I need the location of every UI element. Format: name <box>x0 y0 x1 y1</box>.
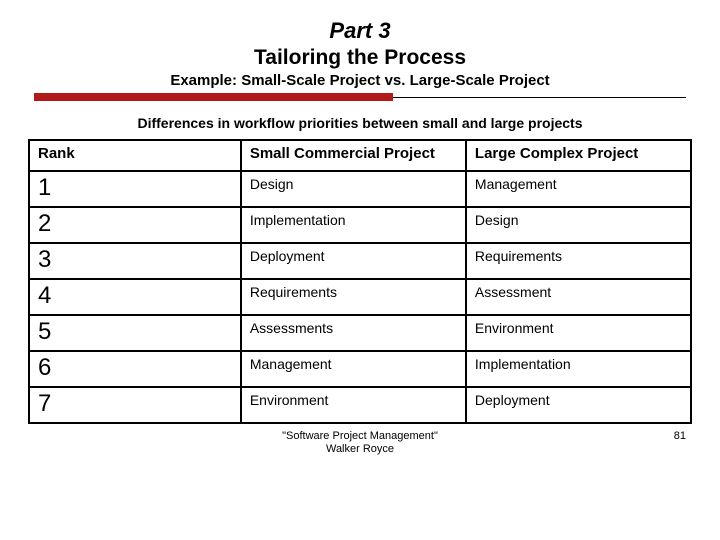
large-project-cell: Implementation <box>466 351 691 387</box>
divider-rule <box>34 93 686 103</box>
rank-cell: 1 <box>29 171 241 207</box>
large-project-cell: Management <box>466 171 691 207</box>
large-project-cell: Design <box>466 207 691 243</box>
small-project-cell: Environment <box>241 387 466 423</box>
small-project-cell: Requirements <box>241 279 466 315</box>
table-row: 6ManagementImplementation <box>29 351 691 387</box>
large-project-cell: Assessment <box>466 279 691 315</box>
table-body: 1DesignManagement2ImplementationDesign3D… <box>29 171 691 423</box>
footer: "Software Project Management" Walker Roy… <box>28 430 692 456</box>
col-header-rank: Rank <box>29 140 241 171</box>
small-project-cell: Implementation <box>241 207 466 243</box>
small-project-cell: Design <box>241 171 466 207</box>
large-project-cell: Deployment <box>466 387 691 423</box>
small-project-cell: Deployment <box>241 243 466 279</box>
title-block: Part 3 Tailoring the Process Example: Sm… <box>28 18 692 93</box>
table-row: 7EnvironmentDeployment <box>29 387 691 423</box>
footer-source: "Software Project Management" Walker Roy… <box>74 430 646 456</box>
rank-cell: 7 <box>29 387 241 423</box>
large-project-cell: Environment <box>466 315 691 351</box>
table-row: 3DeploymentRequirements <box>29 243 691 279</box>
divider-thick <box>34 93 393 101</box>
footer-source-line1: "Software Project Management" <box>282 430 438 442</box>
table-row: 4RequirementsAssessment <box>29 279 691 315</box>
table-row: 1DesignManagement <box>29 171 691 207</box>
col-header-large: Large Complex Project <box>466 140 691 171</box>
priorities-table: Rank Small Commercial Project Large Comp… <box>28 139 692 424</box>
rank-cell: 3 <box>29 243 241 279</box>
rank-cell: 4 <box>29 279 241 315</box>
main-title: Tailoring the Process <box>28 46 692 70</box>
part-label: Part 3 <box>28 18 692 44</box>
page-number: 81 <box>646 430 686 442</box>
col-header-small: Small Commercial Project <box>241 140 466 171</box>
rank-cell: 6 <box>29 351 241 387</box>
table-row: 5AssessmentsEnvironment <box>29 315 691 351</box>
table-header-row: Rank Small Commercial Project Large Comp… <box>29 140 691 171</box>
rank-cell: 2 <box>29 207 241 243</box>
small-project-cell: Management <box>241 351 466 387</box>
subtitle: Example: Small-Scale Project vs. Large-S… <box>28 72 692 89</box>
table-caption: Differences in workflow priorities betwe… <box>28 115 692 131</box>
table-row: 2ImplementationDesign <box>29 207 691 243</box>
rank-cell: 5 <box>29 315 241 351</box>
small-project-cell: Assessments <box>241 315 466 351</box>
footer-source-line2: Walker Royce <box>326 443 394 455</box>
large-project-cell: Requirements <box>466 243 691 279</box>
slide-container: Part 3 Tailoring the Process Example: Sm… <box>0 0 720 540</box>
